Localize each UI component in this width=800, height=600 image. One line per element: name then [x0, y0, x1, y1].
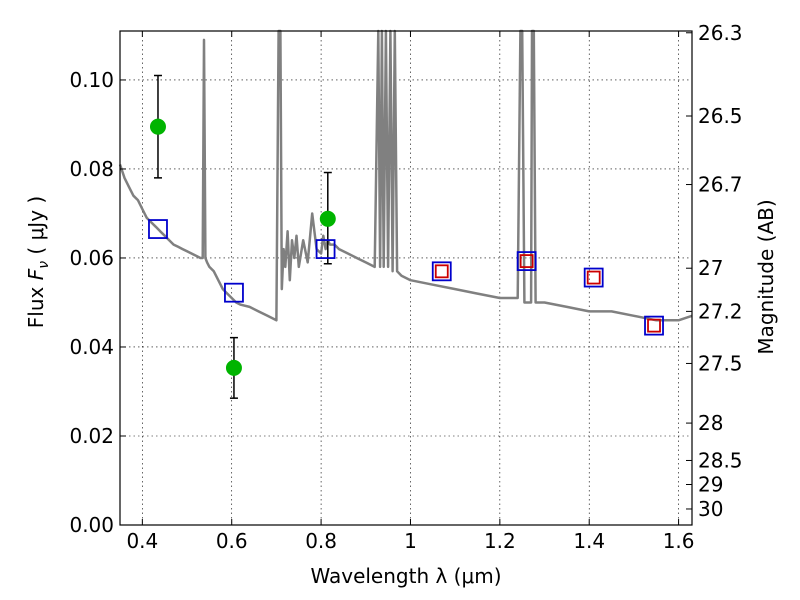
model-flux-square — [224, 282, 244, 303]
y2-tick-label: 26.5 — [698, 104, 743, 128]
model-flux-square — [315, 239, 336, 259]
y2-tick-label: 26.3 — [698, 21, 743, 45]
y-tick-label: 0.04 — [69, 335, 114, 359]
model-spectrum-line — [118, 29, 693, 322]
observed-flux-point — [149, 118, 166, 135]
model-flux-square — [644, 315, 664, 336]
y-tick-label: 0.06 — [69, 246, 114, 270]
model-flux-square — [148, 219, 168, 239]
y-tick-label: 0.10 — [69, 68, 114, 92]
model-flux-square — [431, 261, 452, 282]
observed-flux-point — [225, 359, 242, 376]
y2-axis-label: Magnitude (AB) — [754, 199, 778, 354]
x-tick-label: 0.4 — [126, 529, 158, 553]
photometry-layer — [148, 74, 664, 399]
y2-tick-label: 27 — [698, 256, 723, 280]
y-tick-label: 0.08 — [69, 157, 114, 181]
x-tick-label: 1 — [404, 529, 417, 553]
model-flux-square-inner — [647, 318, 661, 333]
model-flux-square — [516, 251, 537, 271]
x-tick-label: 1.4 — [573, 529, 605, 553]
x-axis-label: Wavelength λ (μm) — [310, 564, 501, 588]
x-tick-label: 1.2 — [484, 529, 516, 553]
y2-tick-label: 26.7 — [698, 173, 743, 197]
x-tick-label: 0.6 — [216, 529, 248, 553]
y2-tick-label: 30 — [698, 497, 723, 521]
y2-tick-label: 28 — [698, 411, 723, 435]
ticks: 0.4 0.6 0.8 1 1.2 1.4 1.6 0.00 0.02 0.04 0.06 0.08 0… — [69, 21, 742, 553]
y2-tick-label: 27.2 — [698, 299, 743, 323]
plot-frame — [119, 30, 693, 526]
model-flux-square-inner — [434, 264, 449, 279]
y-tick-label: 0.00 — [69, 513, 114, 537]
x-tick-label: 0.8 — [305, 529, 337, 553]
y-tick-label: 0.02 — [69, 424, 114, 448]
y2-tick-label: 28.5 — [698, 448, 743, 472]
y-axis-label: Flux Fν ( μJy ) — [24, 196, 52, 328]
model-flux-square-inner — [586, 270, 601, 285]
x-tick-label: 1.6 — [663, 529, 695, 553]
y2-tick-label: 27.5 — [698, 351, 743, 375]
observed-flux-point — [319, 210, 336, 227]
model-spectrum-layer — [118, 29, 693, 322]
y2-tick-label: 29 — [698, 473, 723, 497]
model-flux-square — [583, 267, 604, 288]
model-flux-square-inner — [519, 254, 534, 268]
